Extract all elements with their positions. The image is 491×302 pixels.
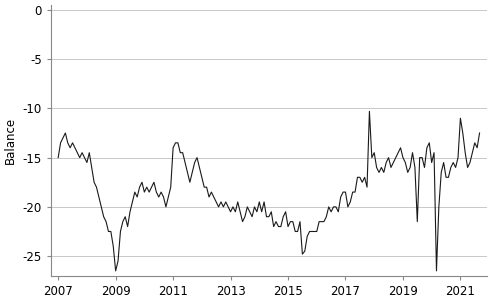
Y-axis label: Balance: Balance (4, 117, 17, 164)
